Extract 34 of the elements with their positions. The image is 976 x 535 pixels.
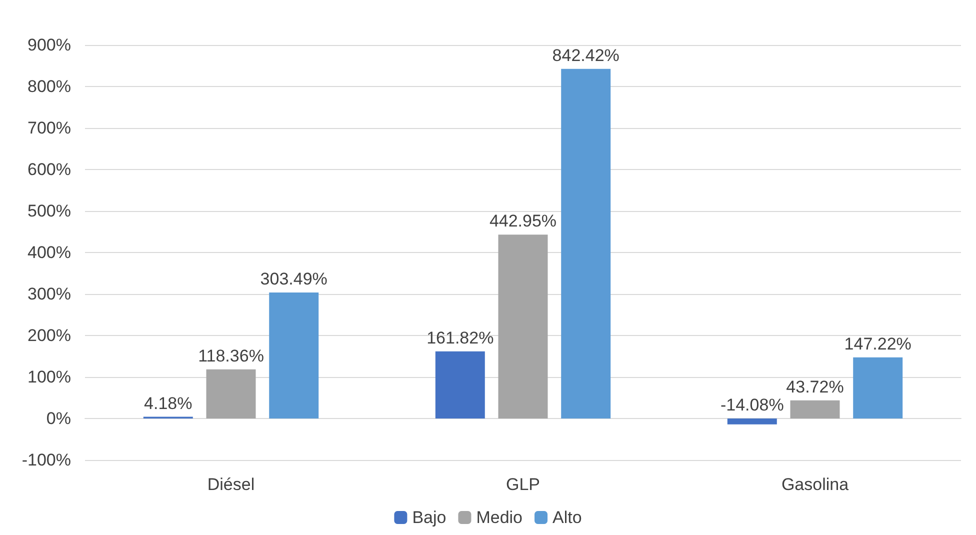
data-label: 442.95%: [489, 212, 557, 231]
bar: [498, 234, 548, 418]
y-tick-label: 200%: [28, 326, 71, 345]
x-tick-label: Diésel: [207, 475, 255, 494]
data-label: 147.22%: [844, 334, 912, 354]
bar: [727, 418, 777, 424]
y-tick-label: 700%: [28, 118, 71, 138]
data-label: 118.36%: [198, 346, 264, 366]
y-tick-label: 100%: [28, 368, 71, 386]
x-tick-label: Gasolina: [781, 475, 850, 494]
bar: [853, 357, 903, 418]
legend-label: Medio: [476, 508, 523, 527]
legend-label: Alto: [552, 508, 582, 527]
y-tick-label: 0%: [46, 409, 71, 428]
data-label: -14.08%: [720, 396, 784, 414]
y-tick-label: 900%: [28, 36, 71, 54]
data-label: 303.49%: [260, 270, 328, 289]
y-tick-label: 600%: [28, 160, 71, 179]
bar: [435, 351, 485, 418]
y-tick-label: 300%: [28, 284, 71, 304]
data-label: 4.18%: [144, 394, 192, 413]
legend-label: Bajo: [412, 508, 446, 527]
bar: [790, 400, 840, 418]
y-tick-label: -100%: [22, 450, 71, 470]
bar: [269, 292, 319, 418]
y-tick-label: 500%: [28, 202, 71, 220]
data-label: 43.72%: [786, 377, 844, 396]
y-tick-label: 800%: [28, 77, 71, 96]
data-label: 842.42%: [552, 46, 620, 65]
bar: [206, 369, 256, 418]
y-tick-label: 400%: [28, 243, 71, 262]
x-tick-label: GLP: [506, 475, 540, 494]
data-label: 161.82%: [426, 328, 494, 348]
bar: [561, 68, 611, 418]
